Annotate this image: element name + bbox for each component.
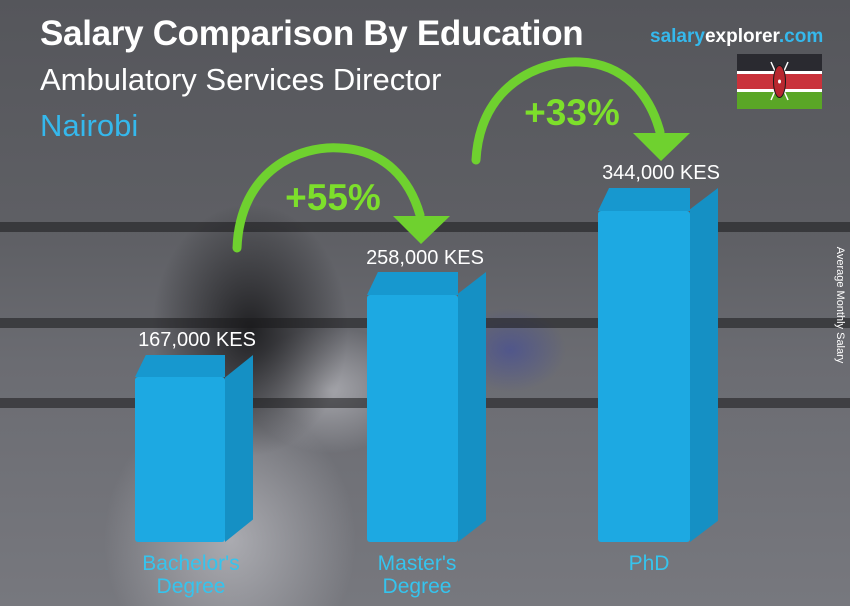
- brand-logo[interactable]: salaryexplorer.com: [650, 26, 823, 48]
- category-label-masters: Master's Degree: [378, 552, 457, 598]
- category-line-2: Degree: [156, 575, 226, 598]
- change-label-bachelor-master: +55%: [285, 177, 381, 218]
- bar-front-face: [598, 211, 690, 542]
- bar-front-face: [367, 295, 458, 542]
- job-title: Ambulatory Services Director: [40, 62, 442, 97]
- category-line-2: Degree: [382, 575, 452, 598]
- kenya-flag-icon: [737, 54, 822, 109]
- arrow-head-icon: [393, 216, 450, 244]
- category-line-1: Master's: [377, 552, 457, 575]
- brand-part-explorer: explorer: [704, 26, 779, 47]
- category-line-1: PhD: [628, 552, 670, 575]
- brand-part-salary: salary: [650, 26, 705, 47]
- category-label-bachelors: Bachelor's Degree: [142, 552, 239, 598]
- change-label-master-phd: +33%: [524, 92, 620, 133]
- bar-side-face: [690, 188, 718, 542]
- category-line-1: Bachelor's: [142, 552, 240, 575]
- bar-side-face: [225, 355, 253, 542]
- arrow-head-icon: [633, 133, 690, 161]
- chart-title: Salary Comparison By Education: [40, 14, 584, 53]
- location-label: Nairobi: [40, 108, 139, 143]
- arrow-arc-icon: [232, 143, 425, 253]
- bar-top-face: [598, 188, 690, 211]
- category-label-phd: PhD: [629, 552, 670, 575]
- value-label-phd: 344,000 KES: [602, 162, 720, 184]
- brand-part-domain: .com: [778, 26, 824, 47]
- bar-top-face: [367, 272, 458, 295]
- value-label-masters: 258,000 KES: [366, 247, 484, 269]
- value-label-bachelors: 167,000 KES: [138, 329, 256, 351]
- arrow-arc-icon: [471, 57, 665, 165]
- bar-front-face: [135, 377, 225, 542]
- bar-side-face: [458, 272, 486, 542]
- bar-top-face: [135, 355, 225, 377]
